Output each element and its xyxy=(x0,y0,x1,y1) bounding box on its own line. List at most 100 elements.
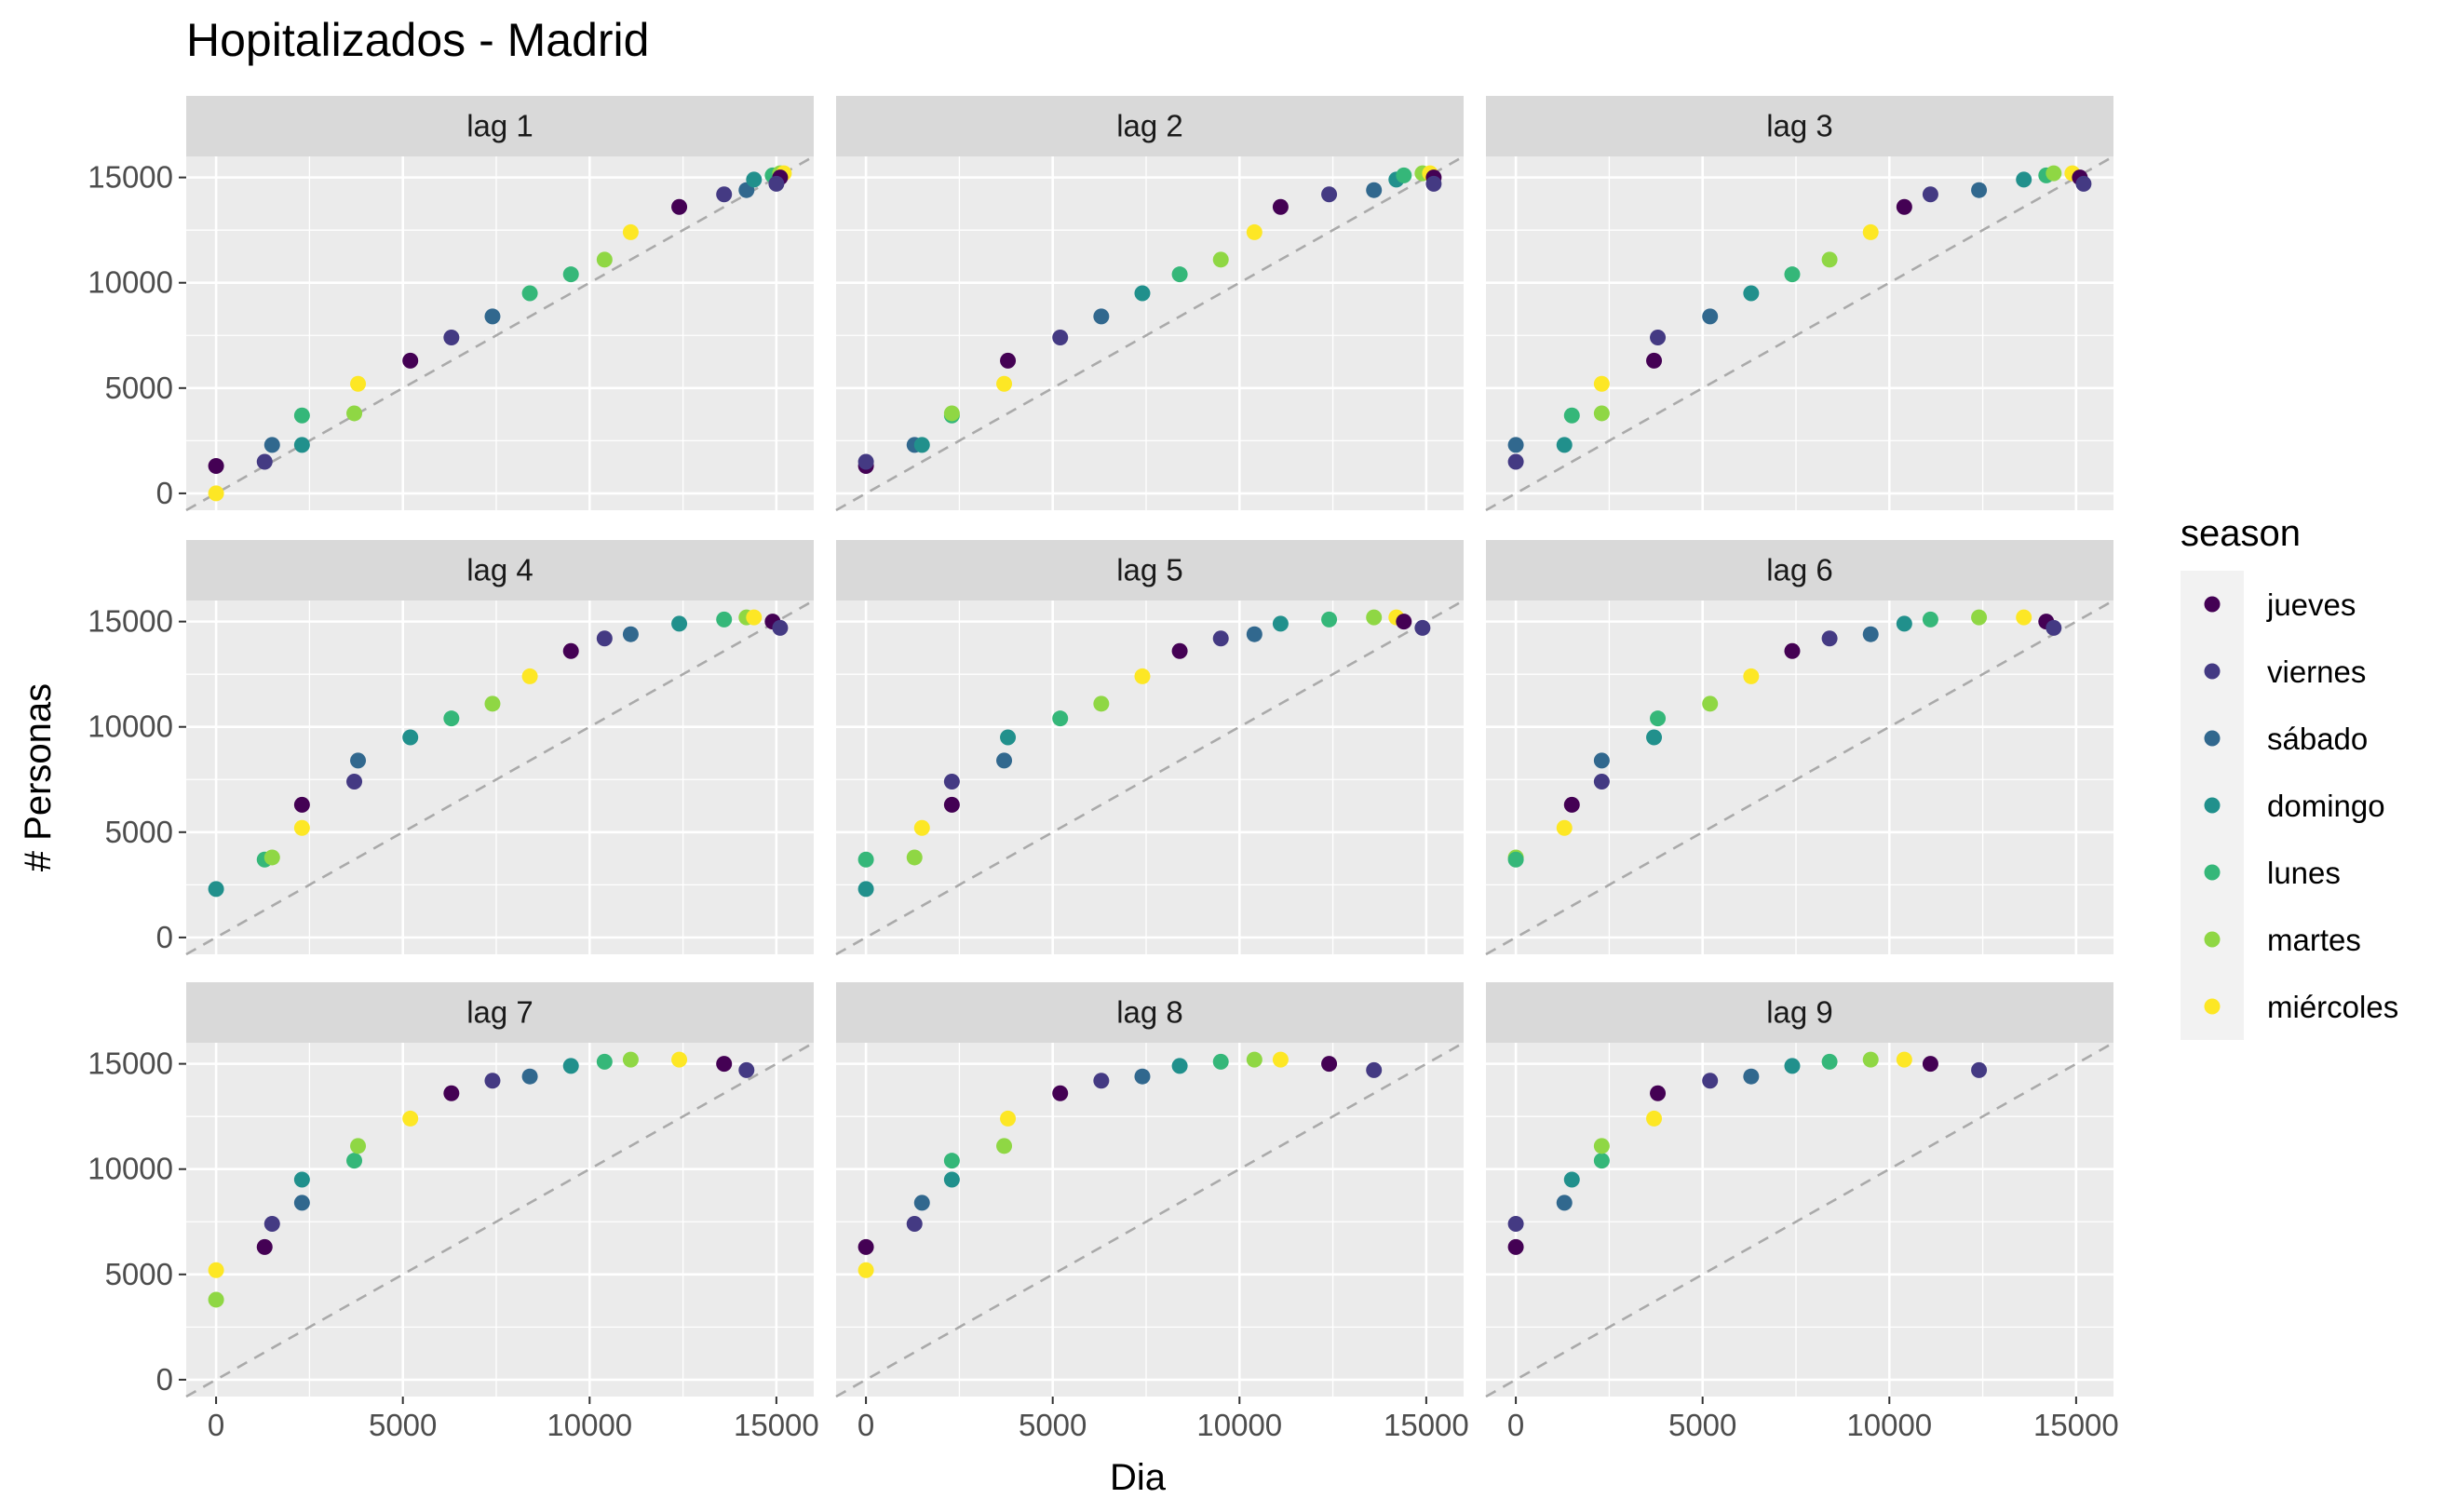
data-point xyxy=(1396,614,1412,630)
data-point xyxy=(1507,851,1524,868)
data-point xyxy=(293,1171,310,1188)
data-point xyxy=(256,453,273,470)
data-point xyxy=(1896,1051,1912,1068)
data-point xyxy=(1272,198,1289,215)
data-point xyxy=(443,710,460,727)
data-point xyxy=(996,752,1013,769)
data-point xyxy=(943,1171,960,1188)
legend-label: viernes xyxy=(2267,655,2366,689)
facet-strip-label: lag 1 xyxy=(466,109,533,143)
x-tick-label: 10000 xyxy=(547,1408,632,1442)
reference-line xyxy=(835,155,1465,512)
data-point xyxy=(1000,1110,1017,1127)
facet-strip-label: lag 4 xyxy=(466,553,533,587)
facet-panels: lag 1 0 5000 10000 15000 lag 2 lag 3 lag 4 0 5000… xyxy=(88,96,2119,1442)
legend-label: lunes xyxy=(2267,856,2341,890)
x-tick-label: 0 xyxy=(1507,1408,1524,1442)
data-point xyxy=(293,407,310,424)
facet-panel: lag 2 xyxy=(835,96,1465,512)
data-point xyxy=(1862,223,1879,240)
data-point xyxy=(1563,407,1580,424)
data-point xyxy=(1321,1056,1338,1073)
data-point xyxy=(1246,626,1263,642)
data-point xyxy=(913,437,930,453)
data-point xyxy=(596,251,613,268)
data-point xyxy=(521,1068,538,1085)
data-point xyxy=(746,609,763,626)
data-point xyxy=(1134,668,1151,684)
reference-line xyxy=(185,155,815,512)
data-point xyxy=(1650,1085,1667,1101)
x-tick-label: 5000 xyxy=(369,1408,437,1442)
data-point xyxy=(2046,165,2062,182)
data-point xyxy=(622,626,639,642)
data-point xyxy=(1563,1171,1580,1188)
data-point xyxy=(1246,1051,1263,1068)
data-point xyxy=(906,1216,923,1233)
legend-title: season xyxy=(2181,513,2301,554)
data-point xyxy=(2016,609,2032,626)
data-point xyxy=(1862,626,1879,642)
data-point xyxy=(671,1051,688,1068)
reference-line xyxy=(185,599,815,956)
x-axis-title: Dia xyxy=(1110,1457,1167,1498)
data-point xyxy=(1922,611,1938,628)
data-point xyxy=(738,1061,755,1078)
facet-panel: lag 6 xyxy=(1485,540,2114,956)
facet-strip xyxy=(186,982,814,1043)
data-point xyxy=(1425,175,1442,192)
data-point xyxy=(1093,695,1110,712)
data-point xyxy=(772,619,789,636)
data-point xyxy=(1593,752,1610,769)
data-point xyxy=(906,849,923,866)
data-point xyxy=(293,796,310,813)
data-point xyxy=(1593,1138,1610,1154)
data-point xyxy=(1593,405,1610,422)
data-point xyxy=(1743,285,1760,302)
data-point xyxy=(1052,1085,1069,1101)
data-point xyxy=(1093,1073,1110,1089)
data-point xyxy=(1396,167,1412,183)
facet-strip xyxy=(1486,96,2113,156)
data-point xyxy=(350,752,367,769)
data-point xyxy=(1212,251,1229,268)
facet-strip-label: lag 6 xyxy=(1766,553,1833,587)
data-point xyxy=(346,405,363,422)
data-point xyxy=(2046,619,2062,636)
y-axis-title: # Personas xyxy=(18,683,59,871)
data-point xyxy=(746,171,763,188)
data-point xyxy=(768,175,785,192)
data-point xyxy=(1272,1051,1289,1068)
data-point xyxy=(1650,330,1667,346)
facet-strip-label: lag 3 xyxy=(1766,109,1833,143)
y-tick-label: 15000 xyxy=(88,1046,173,1081)
data-point xyxy=(1556,819,1573,836)
facet-strip xyxy=(1486,982,2113,1043)
data-point xyxy=(1212,630,1229,647)
data-point xyxy=(346,1153,363,1169)
data-point xyxy=(1593,774,1610,790)
legend-key xyxy=(2204,998,2221,1015)
data-point xyxy=(443,1085,460,1101)
legend-label: sábado xyxy=(2267,722,2368,756)
data-point xyxy=(1507,1238,1524,1255)
data-point xyxy=(1171,642,1188,659)
y-tick-label: 10000 xyxy=(88,709,173,744)
reference-line xyxy=(1485,155,2114,512)
data-point xyxy=(402,352,419,369)
data-point xyxy=(943,796,960,813)
data-point xyxy=(1000,729,1017,746)
data-point xyxy=(857,881,874,898)
x-tick-label: 10000 xyxy=(1196,1408,1282,1442)
reference-line xyxy=(1485,1041,2114,1398)
data-point xyxy=(943,1153,960,1169)
y-tick-label: 10000 xyxy=(88,1152,173,1186)
facet-strip-label: lag 2 xyxy=(1116,109,1183,143)
data-point xyxy=(1896,198,1912,215)
data-point xyxy=(1650,710,1667,727)
data-point xyxy=(562,642,579,659)
data-point xyxy=(716,611,733,628)
data-point xyxy=(857,453,874,470)
facet-strip xyxy=(836,540,1464,601)
data-point xyxy=(1507,1216,1524,1233)
